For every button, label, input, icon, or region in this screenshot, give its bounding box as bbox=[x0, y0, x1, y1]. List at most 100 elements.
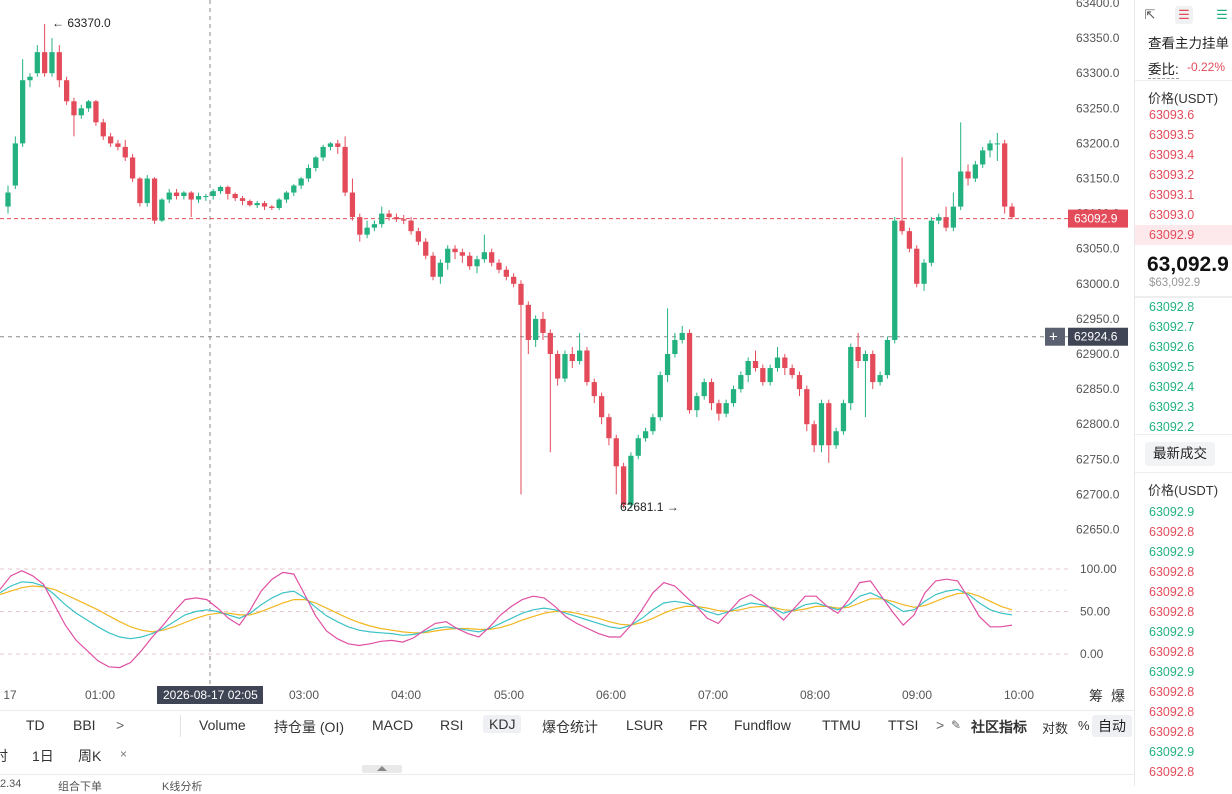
panel-resize-handle[interactable] bbox=[362, 765, 402, 773]
indicator-rsi[interactable]: RSI bbox=[440, 717, 464, 733]
candle-body bbox=[159, 199, 165, 221]
candle bbox=[144, 174, 150, 207]
bid-row[interactable]: 63092.6 bbox=[1149, 340, 1195, 354]
indicator-fr[interactable]: FR bbox=[689, 717, 708, 733]
candle bbox=[965, 164, 971, 186]
candle-body bbox=[283, 192, 290, 200]
candle bbox=[943, 206, 949, 232]
ratio-value: -0.22% bbox=[1187, 60, 1226, 74]
candle bbox=[34, 45, 40, 77]
candle-body bbox=[584, 350, 590, 383]
candle-body bbox=[804, 389, 810, 425]
chevron-right-icon[interactable]: > bbox=[116, 717, 125, 733]
bid-row[interactable]: 63092.3 bbox=[1149, 400, 1195, 414]
candle-body bbox=[892, 220, 898, 340]
candle-body bbox=[107, 136, 114, 144]
candle-body bbox=[694, 396, 700, 411]
bid-row[interactable]: 63092.5 bbox=[1149, 360, 1195, 374]
candle bbox=[525, 301, 531, 354]
timeframe-1d[interactable]: 1日 bbox=[32, 748, 54, 764]
candle bbox=[93, 99, 99, 126]
trade-row: 63092.9 bbox=[1149, 545, 1195, 559]
trade-row: 63092.9 bbox=[1149, 505, 1195, 519]
candle bbox=[364, 220, 370, 239]
candle-body bbox=[173, 192, 180, 197]
timeframe-week[interactable]: 周K bbox=[78, 748, 102, 764]
edit-icon[interactable]: ✎ bbox=[951, 718, 962, 732]
tool-liquidation-icon: 爆 bbox=[1111, 688, 1125, 704]
candle-body bbox=[576, 350, 583, 362]
y-tick-label: 63000.0 bbox=[1076, 277, 1120, 291]
candle-body bbox=[313, 157, 319, 168]
candle bbox=[635, 434, 641, 460]
candle-body bbox=[364, 227, 370, 235]
close-icon[interactable]: × bbox=[120, 747, 128, 761]
x-tick-label: 10:00 bbox=[1004, 688, 1034, 702]
candle bbox=[496, 259, 502, 274]
chevron-right-icon[interactable]: > bbox=[936, 717, 945, 733]
candle-body bbox=[56, 52, 62, 81]
bid-row[interactable]: 63092.7 bbox=[1149, 320, 1195, 334]
latest-trades-tab[interactable]: 最新成交 bbox=[1145, 442, 1215, 466]
indicator-liquidation[interactable]: 爆仓统计 bbox=[542, 719, 598, 735]
candle bbox=[686, 329, 693, 414]
orderbook-bids-icon[interactable]: ☰ bbox=[1216, 7, 1228, 22]
indicator-lsur[interactable]: LSUR bbox=[626, 717, 664, 733]
indicator-bbi[interactable]: BBI bbox=[73, 717, 96, 733]
candle bbox=[467, 252, 473, 270]
bid-row[interactable]: 63092.2 bbox=[1149, 420, 1195, 434]
timeframe-hour[interactable]: 时 bbox=[0, 748, 8, 764]
candle bbox=[188, 191, 194, 218]
bottom-tabs: 2.34 组合下单 K线分析 bbox=[0, 774, 1134, 793]
bid-row[interactable]: 63092.8 bbox=[1149, 300, 1195, 314]
indicator-oi[interactable]: 持仓量 (OI) bbox=[274, 719, 344, 735]
candle bbox=[247, 199, 253, 207]
ask-row[interactable]: 63093.2 bbox=[1149, 168, 1195, 182]
ask-row[interactable]: 63093.1 bbox=[1149, 188, 1195, 202]
bid-row[interactable]: 63092.4 bbox=[1149, 380, 1195, 394]
kline-chart[interactable]: 63400.0 63350.0 63300.0 63250.0 63200.0 63150… bbox=[0, 0, 1134, 712]
candle-body bbox=[232, 193, 238, 199]
candle bbox=[679, 325, 685, 344]
candle-body bbox=[225, 186, 231, 194]
indicator-volume[interactable]: Volume bbox=[199, 717, 246, 733]
candle bbox=[789, 364, 795, 379]
tab-combo-order[interactable]: 组合下单 bbox=[58, 781, 102, 793]
indicator-td[interactable]: TD bbox=[26, 717, 45, 733]
indicator-ttmu[interactable]: TTMU bbox=[822, 717, 861, 733]
kline-svg[interactable]: 63400.0 63350.0 63300.0 63250.0 63200.0 63150… bbox=[0, 0, 1134, 712]
scale-auto[interactable]: 自动 bbox=[1092, 715, 1132, 737]
candle-body bbox=[606, 417, 612, 439]
ask-row[interactable]: 63092.9 bbox=[1149, 228, 1195, 242]
candle-body bbox=[591, 382, 597, 397]
candle-body bbox=[899, 220, 905, 232]
candle bbox=[782, 354, 788, 376]
external-link-icon[interactable]: ⇱ bbox=[1144, 7, 1156, 22]
candle bbox=[533, 315, 539, 347]
tab-kline-analysis[interactable]: K线分析 bbox=[162, 781, 203, 793]
candle bbox=[452, 245, 458, 260]
indicator-ttsi[interactable]: TTSI bbox=[888, 717, 919, 733]
community-indicators[interactable]: 社区指标 bbox=[971, 719, 1027, 735]
candle-body bbox=[122, 146, 128, 158]
view-main-orders[interactable]: 查看主力挂单 bbox=[1148, 36, 1229, 51]
scale-log[interactable]: 对数 bbox=[1042, 721, 1069, 736]
ask-row[interactable]: 63093.0 bbox=[1149, 208, 1195, 222]
ask-row[interactable]: 63093.4 bbox=[1149, 148, 1195, 162]
ask-row[interactable]: 63093.5 bbox=[1149, 128, 1195, 142]
candle bbox=[994, 132, 1000, 161]
candle bbox=[921, 259, 927, 291]
candle bbox=[357, 213, 363, 242]
scale-percent[interactable]: % bbox=[1078, 718, 1090, 733]
indicator-kdj[interactable]: KDJ bbox=[483, 715, 522, 733]
candle bbox=[730, 385, 737, 407]
x-tick-label: 08:00 bbox=[800, 688, 830, 702]
indicator-macd[interactable]: MACD bbox=[372, 717, 414, 733]
candle-body bbox=[386, 213, 392, 218]
indicator-fundflow[interactable]: Fundflow bbox=[734, 717, 791, 733]
crosshair-price-text: 62924.6 bbox=[1074, 330, 1118, 344]
ask-row[interactable]: 63093.6 bbox=[1149, 108, 1195, 122]
orderbook-both-icon[interactable]: ☰ bbox=[1175, 6, 1193, 24]
candle bbox=[818, 399, 825, 453]
candle bbox=[20, 59, 26, 147]
